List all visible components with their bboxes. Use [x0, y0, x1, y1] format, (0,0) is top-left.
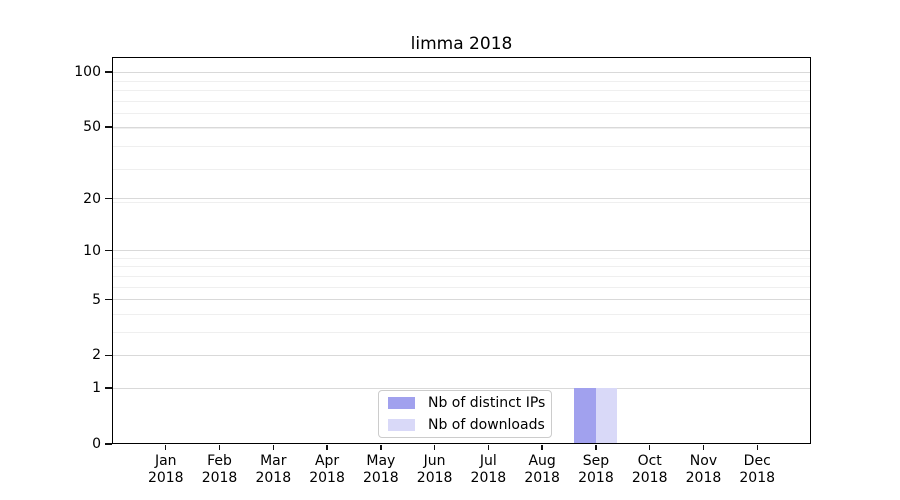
minor-gridline [112, 275, 811, 277]
x-tick-mark [218, 445, 221, 450]
y-tick-label: 10 [83, 242, 101, 259]
major-gridline [112, 250, 811, 252]
minor-gridline [112, 146, 811, 148]
legend-item-distinct-ips: Nb of distinct IPs [379, 394, 551, 412]
x-tick-mark [326, 445, 328, 450]
y-axis-labels: 0 1 2 5 10 20 50 100 [0, 57, 101, 452]
minor-gridline [112, 331, 811, 333]
x-tick-label: Jul 2018 [470, 453, 507, 486]
plot-area [112, 57, 811, 444]
x-tick-label: Nov 2018 [685, 453, 722, 486]
x-tick-label: Oct 2018 [631, 453, 668, 486]
major-gridline [112, 299, 811, 301]
x-tick-label: Dec 2018 [739, 453, 776, 486]
minor-gridline [112, 101, 811, 103]
x-tick-label: Aug 2018 [524, 453, 560, 486]
legend-label-distinct-ips: Nb of distinct IPs [428, 395, 546, 411]
legend-swatch-distinct-ips [388, 397, 415, 409]
legend-label-downloads: Nb of downloads [428, 417, 545, 433]
y-tick-label: 5 [92, 291, 101, 308]
y-tick-mark [105, 126, 112, 128]
major-gridline [112, 354, 811, 356]
y-tick-mark [105, 298, 112, 301]
x-tick-mark [272, 445, 274, 450]
major-gridline [112, 198, 811, 200]
major-gridline [112, 387, 811, 389]
legend-item-downloads: Nb of downloads [379, 416, 551, 434]
x-tick-mark [702, 445, 705, 450]
major-gridline [112, 71, 811, 73]
minor-gridline [112, 313, 811, 315]
minor-gridline [112, 266, 811, 268]
y-tick-label: 0 [92, 436, 101, 452]
x-tick-mark [541, 445, 543, 450]
y-tick-label: 100 [74, 64, 101, 80]
y-tick-mark [105, 387, 112, 389]
x-tick-mark [595, 445, 597, 450]
major-gridline [112, 126, 811, 128]
x-tick-mark [433, 445, 436, 450]
bar-sep-series-0 [574, 388, 596, 444]
chart-title: limma 2018 [410, 34, 513, 54]
legend-swatch-downloads [388, 419, 415, 431]
minor-gridline [112, 202, 811, 204]
minor-gridline [112, 80, 811, 82]
x-tick-label: Apr 2018 [309, 453, 345, 486]
x-tick-label: Jan 2018 [147, 453, 184, 486]
x-tick-label: Jun 2018 [416, 453, 453, 486]
y-tick-mark [105, 250, 112, 252]
minor-gridline [112, 169, 811, 171]
x-tick-label: Feb 2018 [201, 453, 238, 486]
y-tick-label: 1 [92, 380, 101, 397]
y-tick-mark [105, 354, 112, 357]
y-tick-label: 20 [83, 190, 101, 207]
minor-gridline [112, 72, 811, 74]
minor-gridline [112, 257, 811, 259]
y-axis-ticks [105, 57, 112, 445]
x-tick-label: Sep 2018 [578, 453, 614, 486]
x-tick-mark [648, 445, 651, 450]
x-tick-label: Mar 2018 [255, 453, 292, 486]
legend: Nb of distinct IPs Nb of downloads [378, 390, 552, 438]
minor-gridline [112, 113, 811, 115]
x-tick-mark [756, 445, 758, 450]
minor-gridline [112, 90, 811, 92]
x-tick-mark [165, 445, 167, 450]
y-tick-mark [105, 443, 112, 445]
y-tick-label: 50 [83, 119, 101, 136]
bar-sep-series-1 [595, 388, 618, 444]
minor-gridline [112, 128, 811, 130]
y-tick-mark [105, 197, 112, 200]
minor-gridline [112, 286, 811, 288]
y-tick-label: 2 [92, 347, 101, 364]
x-tick-label: May 2018 [363, 453, 399, 486]
y-tick-mark [105, 71, 112, 73]
x-tick-mark [380, 445, 382, 450]
x-axis: Jan 2018 Feb 2018 Mar 2018 Apr 2018 May 2018… [112, 444, 811, 500]
x-tick-mark [487, 445, 490, 450]
